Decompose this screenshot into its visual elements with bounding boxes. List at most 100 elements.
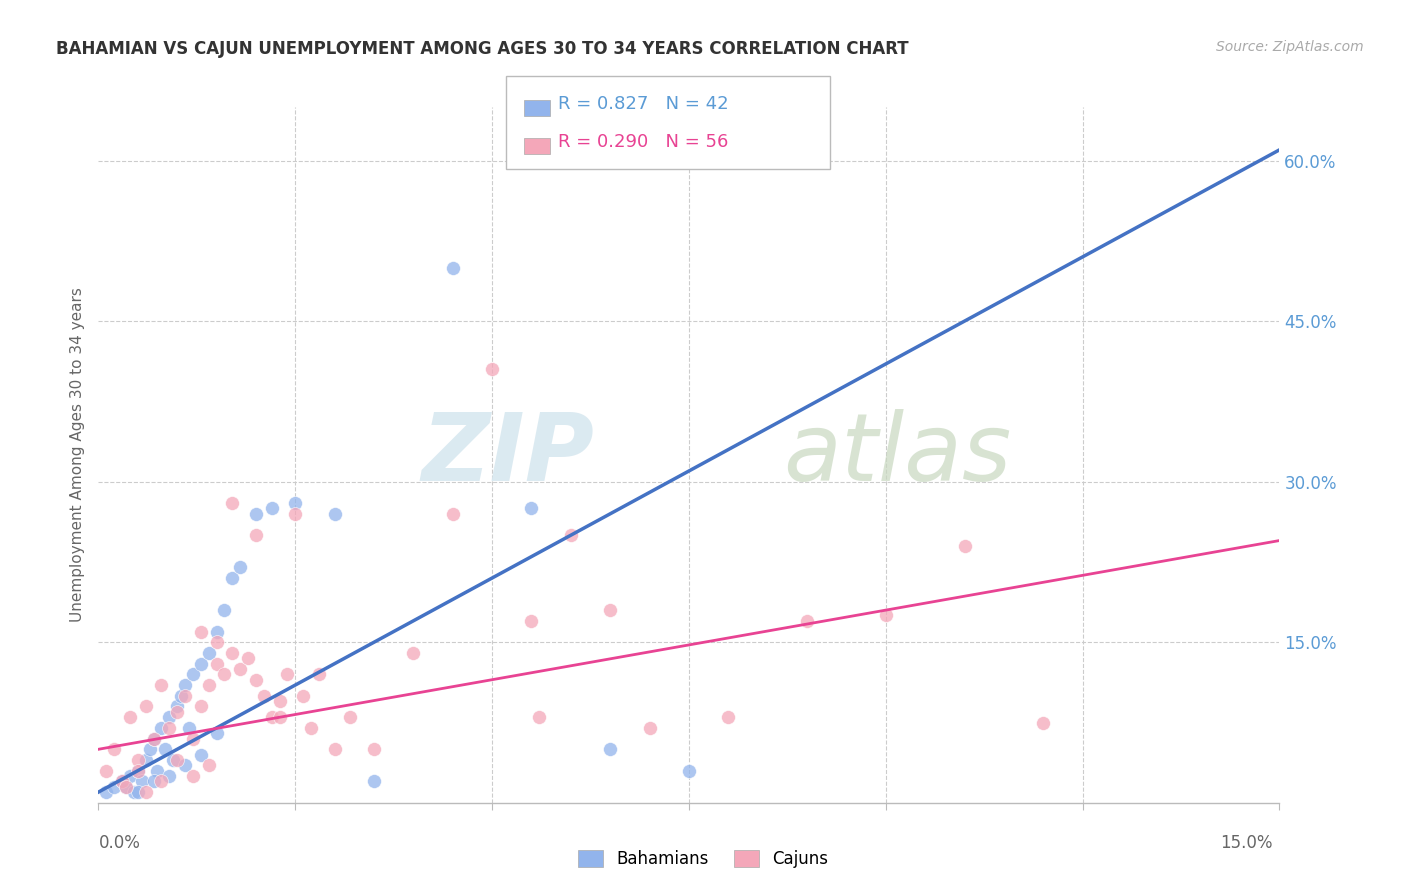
Point: [229, 560, 252, 574]
Point: [875, 608, 897, 623]
Point: [190, 699, 212, 714]
Point: [174, 758, 197, 772]
Point: [221, 496, 243, 510]
Point: [142, 731, 165, 746]
Point: [441, 507, 464, 521]
Point: [115, 780, 138, 794]
Point: [245, 673, 267, 687]
Point: [221, 571, 243, 585]
Point: [142, 731, 165, 746]
Point: [181, 731, 204, 746]
Point: [260, 710, 283, 724]
Point: [269, 710, 291, 724]
Point: [363, 742, 385, 756]
Point: [1032, 715, 1054, 730]
Point: [214, 667, 236, 681]
Point: [162, 753, 184, 767]
Point: [245, 507, 267, 521]
Point: [323, 742, 346, 756]
Point: [292, 689, 315, 703]
Text: 0.0%: 0.0%: [98, 834, 141, 852]
Point: [299, 721, 322, 735]
Point: [166, 705, 188, 719]
Point: [166, 753, 188, 767]
Point: [150, 678, 173, 692]
Point: [717, 710, 740, 724]
Text: BAHAMIAN VS CAJUN UNEMPLOYMENT AMONG AGES 30 TO 34 YEARS CORRELATION CHART: BAHAMIAN VS CAJUN UNEMPLOYMENT AMONG AGE…: [56, 40, 908, 58]
Point: [127, 785, 149, 799]
Point: [118, 769, 141, 783]
Y-axis label: Unemployment Among Ages 30 to 34 years: Unemployment Among Ages 30 to 34 years: [69, 287, 84, 623]
Point: [214, 603, 236, 617]
Point: [142, 774, 165, 789]
Point: [135, 753, 157, 767]
Point: [118, 710, 141, 724]
Text: atlas: atlas: [783, 409, 1012, 500]
Point: [190, 747, 212, 762]
Text: Source: ZipAtlas.com: Source: ZipAtlas.com: [1216, 40, 1364, 54]
Point: [560, 528, 582, 542]
Point: [111, 774, 134, 789]
Point: [157, 721, 180, 735]
Point: [402, 646, 425, 660]
Point: [150, 774, 173, 789]
Point: [599, 742, 621, 756]
Point: [205, 726, 228, 740]
Point: [115, 780, 138, 794]
Legend: Bahamians, Cajuns: Bahamians, Cajuns: [571, 843, 835, 875]
Point: [205, 657, 228, 671]
Point: [131, 774, 153, 789]
Point: [363, 774, 385, 789]
Point: [181, 667, 204, 681]
Point: [170, 689, 193, 703]
Point: [127, 753, 149, 767]
Point: [253, 689, 276, 703]
Point: [138, 742, 160, 756]
Point: [122, 785, 145, 799]
Point: [481, 362, 503, 376]
Point: [127, 764, 149, 778]
Point: [146, 764, 169, 778]
Point: [339, 710, 361, 724]
Point: [111, 774, 134, 789]
Point: [269, 694, 291, 708]
Point: [245, 528, 267, 542]
Point: [638, 721, 661, 735]
Point: [174, 689, 197, 703]
Point: [150, 721, 173, 735]
Text: ZIP: ZIP: [422, 409, 595, 501]
Point: [678, 764, 700, 778]
Text: R = 0.827   N = 42: R = 0.827 N = 42: [558, 95, 728, 113]
Point: [276, 667, 298, 681]
Point: [236, 651, 259, 665]
Point: [229, 662, 252, 676]
Point: [308, 667, 330, 681]
Text: 15.0%: 15.0%: [1220, 834, 1272, 852]
Point: [197, 646, 219, 660]
Point: [197, 678, 219, 692]
Point: [221, 646, 243, 660]
Text: R = 0.290   N = 56: R = 0.290 N = 56: [558, 133, 728, 151]
Point: [796, 614, 818, 628]
Point: [157, 769, 180, 783]
Point: [205, 635, 228, 649]
Point: [284, 507, 307, 521]
Point: [190, 624, 212, 639]
Point: [520, 501, 543, 516]
Point: [127, 764, 149, 778]
Point: [190, 657, 212, 671]
Point: [135, 699, 157, 714]
Point: [205, 624, 228, 639]
Point: [181, 769, 204, 783]
Point: [197, 758, 219, 772]
Point: [953, 539, 976, 553]
Point: [599, 603, 621, 617]
Point: [166, 699, 188, 714]
Point: [157, 710, 180, 724]
Point: [323, 507, 346, 521]
Point: [155, 742, 177, 756]
Point: [135, 785, 157, 799]
Point: [284, 496, 307, 510]
Point: [96, 785, 118, 799]
Point: [103, 742, 125, 756]
